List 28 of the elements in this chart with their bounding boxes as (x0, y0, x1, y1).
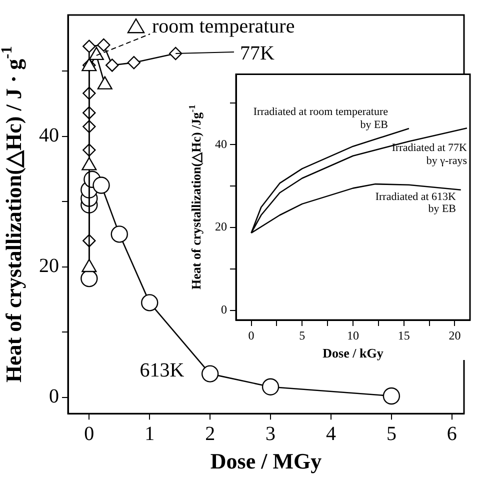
y-tick-label: 0 (49, 386, 59, 408)
y-tick-label: 40 (215, 136, 227, 151)
x-tick-label: 5 (386, 422, 396, 445)
series-label: Irradiated at 77K by γ-rays (392, 142, 468, 167)
legend-label: room temperature (152, 15, 295, 38)
x-tick-label: 10 (347, 328, 359, 342)
series-label: 613K (140, 359, 185, 382)
x-tick-label: 3 (266, 422, 276, 445)
y-tick-label: 20 (215, 220, 227, 234)
x-axis-title: Dose / kGy (322, 346, 384, 361)
y-tick-label: 0 (221, 302, 227, 317)
x-tick-label: 0 (84, 422, 94, 445)
x-tick-label: 20 (448, 328, 461, 342)
x-tick-label: 1 (144, 422, 155, 445)
x-tick-label: 6 (446, 422, 457, 445)
legend-label: 77K (240, 42, 275, 64)
x-tick-label: 0 (248, 328, 254, 342)
x-tick-label: 5 (299, 328, 306, 342)
y-tick-label: 40 (39, 124, 59, 147)
x-tick-label: 15 (398, 328, 410, 342)
y-axis-title: Heat of crystallization(△Hc) /Jg-1 (186, 104, 204, 290)
x-tick-label: 4 (326, 422, 336, 445)
y-axis-title: Heat of crystallization(△Hc) / J · g-1 (0, 46, 26, 383)
x-axis-title: Dose / MGy (210, 448, 322, 474)
series-label: Irradiated at 613K by EB (375, 190, 456, 215)
y-tick-label: 20 (39, 255, 59, 278)
series-label: Irradiated at room temperature by EB (253, 106, 388, 131)
x-tick-label: 2 (205, 422, 216, 445)
